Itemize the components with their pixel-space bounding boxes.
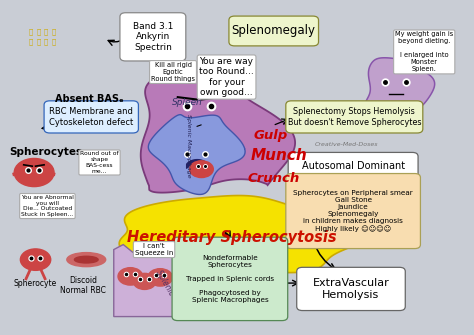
Text: Creative-Med-Doses: Creative-Med-Doses <box>314 142 378 146</box>
Text: 〰: 〰 <box>29 39 33 45</box>
Text: Spherocytes on Peripheral smear
Gall Stone
Jaundice
Splenomegaly
in children mak: Spherocytes on Peripheral smear Gall Sto… <box>293 190 413 232</box>
Text: Splenectomy Stops Hemolysis
But doesn't Remove Spherocytes: Splenectomy Stops Hemolysis But doesn't … <box>288 107 421 127</box>
Polygon shape <box>224 275 241 288</box>
Polygon shape <box>191 275 208 288</box>
Text: Spleen: Spleen <box>172 98 202 107</box>
Polygon shape <box>114 245 180 317</box>
Text: Discoid
Normal RBC: Discoid Normal RBC <box>60 276 106 295</box>
Text: 〰: 〰 <box>44 39 48 45</box>
Ellipse shape <box>74 256 98 263</box>
Text: Splenic Cord: Splenic Cord <box>154 268 186 315</box>
Text: Hereditary Spherocytosis: Hereditary Spherocytosis <box>128 230 337 245</box>
FancyBboxPatch shape <box>172 237 288 321</box>
FancyBboxPatch shape <box>286 101 423 133</box>
Text: 〰: 〰 <box>36 28 40 35</box>
Text: 〰: 〰 <box>29 28 33 35</box>
Text: You are Abnormal
you will
Die... Outcoated
Stuck in Spleen...: You are Abnormal you will Die... Outcoat… <box>21 195 74 217</box>
Text: RBC Membrane and
Cytoskeleton defect: RBC Membrane and Cytoskeleton defect <box>49 107 133 127</box>
Circle shape <box>148 269 173 286</box>
Ellipse shape <box>67 253 106 267</box>
FancyBboxPatch shape <box>120 13 186 61</box>
Text: 〰: 〰 <box>52 39 55 45</box>
FancyBboxPatch shape <box>229 16 319 46</box>
Polygon shape <box>257 275 274 288</box>
Text: Crunch: Crunch <box>248 172 300 185</box>
Circle shape <box>118 268 143 285</box>
Text: I can't
Squeeze in: I can't Squeeze in <box>135 243 173 256</box>
Text: Munch: Munch <box>250 148 307 163</box>
Text: Round out of
shape
BAS-cess
me...: Round out of shape BAS-cess me... <box>80 151 119 174</box>
Circle shape <box>190 161 213 178</box>
Polygon shape <box>141 71 295 193</box>
Text: You are way
too Round...
for your
own good...: You are way too Round... for your own go… <box>199 57 254 97</box>
Polygon shape <box>119 196 363 283</box>
Text: Band 3.1
Ankyrin
Spectrin: Band 3.1 Ankyrin Spectrin <box>133 22 173 52</box>
Text: Nondeformable
Spherocytes

Trapped in Splenic cords

Phagocytosed by
Splenic Mac: Nondeformable Spherocytes Trapped in Spl… <box>186 255 274 303</box>
Text: ExtraVascular
Hemolysis: ExtraVascular Hemolysis <box>313 278 389 300</box>
Text: Kill all rigid
Egotic
Round things: Kill all rigid Egotic Round things <box>151 62 195 82</box>
Polygon shape <box>366 58 435 113</box>
FancyBboxPatch shape <box>286 174 420 249</box>
Text: Absent BASₑ: Absent BASₑ <box>55 94 123 104</box>
Text: Spherocyte: Spherocyte <box>14 279 57 287</box>
Text: 〰: 〰 <box>44 28 48 35</box>
Text: Gulp: Gulp <box>254 129 288 142</box>
Text: 〰: 〰 <box>52 28 55 35</box>
Text: My weight gain is
beyond dieting.

I enlarged into
Monster
Spleen.: My weight gain is beyond dieting. I enla… <box>395 31 453 72</box>
Text: 〰: 〰 <box>36 39 40 45</box>
Text: Splenic Macrophage: Splenic Macrophage <box>186 114 191 178</box>
FancyBboxPatch shape <box>44 101 138 133</box>
Circle shape <box>14 158 54 187</box>
Text: Splenomegaly: Splenomegaly <box>232 24 316 38</box>
Text: Autosomal Dominant: Autosomal Dominant <box>301 161 405 171</box>
Polygon shape <box>148 115 245 194</box>
Circle shape <box>133 273 156 289</box>
FancyBboxPatch shape <box>297 267 405 311</box>
Text: Spherocytes: Spherocytes <box>9 147 82 157</box>
FancyBboxPatch shape <box>288 152 418 180</box>
Circle shape <box>20 249 51 270</box>
